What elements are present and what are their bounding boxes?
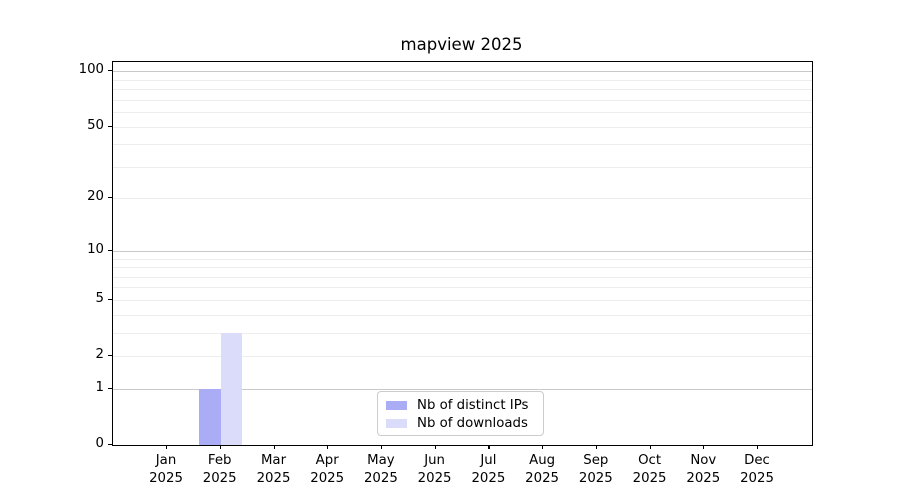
legend-entry-downloads: Nb of downloads xyxy=(386,415,543,432)
x-tick-label: Dec 2025 xyxy=(740,453,774,486)
y-tick xyxy=(108,298,112,300)
y-tick xyxy=(108,249,112,251)
y-tick-label: 10 xyxy=(87,241,104,257)
x-tick xyxy=(380,445,383,449)
legend-entry-distinct-ips: Nb of distinct IPs xyxy=(386,397,543,414)
y-tick xyxy=(108,125,112,127)
legend-label: Nb of downloads xyxy=(417,416,528,431)
x-tick-label: May 2025 xyxy=(363,453,398,486)
x-tick-label: Mar 2025 xyxy=(256,453,291,486)
downloads-swatch xyxy=(386,418,407,429)
minor-gridline xyxy=(113,332,812,334)
major-gridline xyxy=(113,388,812,390)
x-tick xyxy=(595,445,597,449)
minor-gridline xyxy=(113,111,812,113)
x-tick xyxy=(166,445,168,449)
y-tick xyxy=(108,387,112,389)
minor-gridline xyxy=(113,166,812,168)
y-tick-label: 50 xyxy=(87,117,104,133)
bar-feb-distinct-ips xyxy=(199,388,221,445)
x-tick-label: Aug 2025 xyxy=(525,453,560,486)
x-tick xyxy=(757,445,759,449)
minor-gridline xyxy=(113,314,812,316)
y-tick-label: 0 xyxy=(95,436,104,451)
major-gridline xyxy=(113,250,812,252)
minor-gridline xyxy=(113,126,812,128)
x-tick-label: Feb 2025 xyxy=(202,453,237,486)
y-tick-label: 100 xyxy=(78,62,104,78)
x-tick xyxy=(703,445,705,449)
y-tick xyxy=(108,444,112,446)
x-tick-label: Oct 2025 xyxy=(632,453,667,486)
minor-gridline xyxy=(113,258,812,260)
minor-gridline xyxy=(113,276,812,278)
x-tick xyxy=(649,445,651,449)
y-tick-label: 1 xyxy=(95,379,104,395)
minor-gridline xyxy=(113,299,812,301)
legend-label: Nb of distinct IPs xyxy=(417,398,529,413)
minor-gridline xyxy=(113,79,812,81)
x-tick xyxy=(219,445,221,449)
x-tick xyxy=(488,445,490,449)
x-tick xyxy=(542,445,544,449)
minor-gridline xyxy=(113,267,812,268)
minor-gridline xyxy=(113,198,812,200)
y-tick-label: 2 xyxy=(95,347,104,362)
plot-area xyxy=(112,61,813,446)
x-tick-label: Sep 2025 xyxy=(578,453,613,486)
minor-gridline xyxy=(113,287,812,289)
distinct-ips-swatch xyxy=(386,400,407,411)
minor-gridline xyxy=(113,144,812,146)
x-tick xyxy=(273,445,275,449)
major-gridline xyxy=(113,71,812,73)
x-tick xyxy=(327,445,329,449)
y-tick xyxy=(108,197,112,199)
minor-gridline xyxy=(113,99,812,101)
x-tick xyxy=(434,445,436,449)
x-tick-label: Jul 2025 xyxy=(471,453,506,486)
minor-gridline xyxy=(113,89,812,90)
minor-gridline xyxy=(113,356,812,357)
y-tick-label: 20 xyxy=(87,189,104,205)
chart-title: mapview 2025 xyxy=(400,35,523,54)
bar-feb-downloads xyxy=(220,332,243,445)
x-tick-label: Jun 2025 xyxy=(417,453,452,486)
y-tick xyxy=(108,355,112,357)
x-tick-label: Nov 2025 xyxy=(686,453,721,486)
y-tick-label: 5 xyxy=(95,290,104,306)
legend: Nb of distinct IPs Nb of downloads xyxy=(377,391,544,436)
x-tick-label: Jan 2025 xyxy=(149,453,183,486)
x-tick-label: Apr 2025 xyxy=(310,453,345,486)
y-tick xyxy=(108,70,112,72)
